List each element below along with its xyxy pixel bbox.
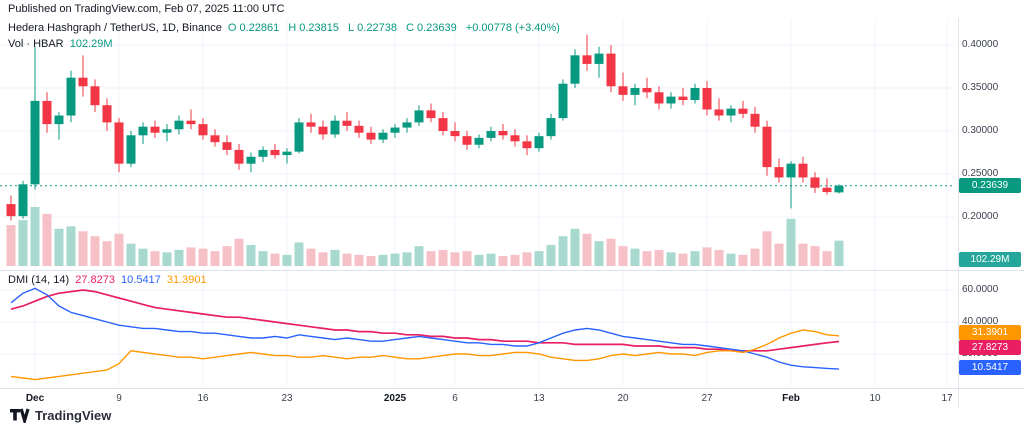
ohlc-high-value: 0.23815 (299, 22, 339, 34)
dmi-legend: DMI (14, 14) 27.8273 10.5417 31.3901 (8, 274, 210, 286)
price-axis-label: 0.35000 (962, 82, 999, 93)
time-axis-label: Feb (782, 393, 800, 404)
volume-legend: Vol · HBAR 102.29M (8, 38, 116, 50)
volume-series (6, 206, 844, 266)
price-axis-label: 0.30000 (962, 125, 999, 136)
time-axis-label: 17 (941, 393, 953, 404)
candlestick-series (6, 34, 844, 221)
ohlc-close-value: 0.23639 (416, 22, 457, 34)
time-axis-label: 23 (281, 393, 293, 404)
ohlc-low-value: 0.22738 (357, 22, 397, 34)
dmi-axis-label: 60.0000 (962, 284, 999, 295)
price-axis-label: 0.40000 (962, 39, 999, 50)
dmi-adx-value: 27.8273 (75, 274, 115, 286)
time-axis-label: 16 (197, 393, 209, 404)
minus-di-line (10, 329, 840, 381)
dmi-axis-label: 40.0000 (962, 316, 999, 327)
price-axis-label: 0.25000 (962, 168, 999, 179)
volume-label: Vol · HBAR (8, 38, 64, 50)
minus-di-badge: 31.3901 (959, 325, 1021, 340)
plus-di-badge: 10.5417 (959, 360, 1021, 375)
price-axis-label: 0.20000 (962, 211, 999, 222)
ohlc-high-label: H (288, 22, 297, 34)
tradingview-logo-icon (10, 408, 30, 423)
dmi-minus-di-value: 31.3901 (166, 274, 207, 286)
tradingview-brand-text: TradingView (35, 408, 112, 423)
time-axis-label: 2025 (383, 393, 407, 404)
volume-badge: 102.29M (959, 252, 1021, 267)
dmi-label: DMI (14, 14) (8, 274, 70, 286)
time-axis-label: 9 (116, 393, 122, 404)
symbol-legend: Hedera Hashgraph / TetherUS, 1D, Binance… (8, 22, 563, 34)
price-change: +0.00778 (+3.40%) (465, 22, 560, 34)
tradingview-attribution[interactable]: TradingView (10, 408, 111, 423)
ohlc-close-label: C (406, 22, 414, 34)
plus-di-line (10, 287, 840, 370)
time-axis-label: 10 (869, 393, 881, 404)
ohlc-open-label: O (227, 22, 237, 34)
ohlc-low-label: L (348, 22, 355, 34)
dmi-plus-di-value: 10.5417 (121, 274, 161, 286)
pane-separators (0, 18, 1024, 408)
time-axis-label: Dec (25, 393, 45, 404)
time-axis-label: 13 (533, 393, 545, 404)
symbol-title: Hedera Hashgraph / TetherUS, 1D, Binance (8, 22, 222, 34)
last-price-badge: 0.23639 (959, 178, 1021, 193)
volume-value: 102.29M (69, 38, 113, 50)
adx-line (10, 289, 840, 352)
published-caption: Published on TradingView.com, Feb 07, 20… (8, 3, 285, 15)
time-axis-label: 6 (452, 393, 458, 404)
ohlc-open-value: 0.22861 (239, 22, 280, 34)
adx-badge: 27.8273 (959, 340, 1021, 355)
time-axis-label: 20 (617, 393, 629, 404)
time-axis-label: 27 (701, 393, 713, 404)
